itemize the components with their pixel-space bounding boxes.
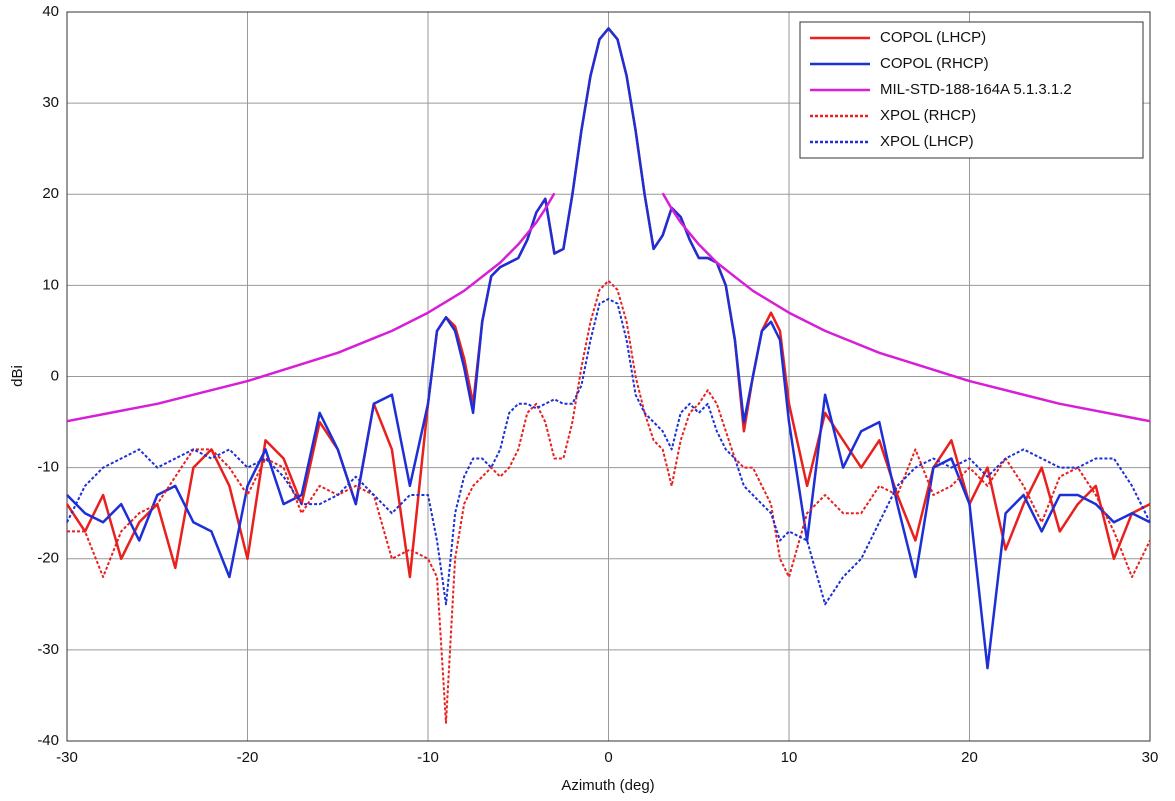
plot-frame [66,11,1151,742]
y-tick-label: -10 [37,459,59,476]
series-line [66,27,1151,670]
x-tick-label: -10 [417,749,439,766]
x-tick-label: -20 [237,749,259,766]
y-tick-label: -20 [37,550,59,567]
x-tick-label: 10 [781,749,798,766]
y-tick-label: -40 [37,732,59,749]
x-axis-label: Azimuth (deg) [561,777,654,794]
y-tick-label: 0 [51,367,59,384]
x-tick-label: 0 [604,749,612,766]
legend-label: COPOL (RHCP) [880,55,989,72]
legend-label: XPOL (RHCP) [880,107,976,124]
series-line [66,192,1151,423]
series-line [66,298,1151,606]
legend-label: MIL-STD-188-164A 5.1.3.1.2 [880,81,1072,98]
y-axis-label: dBi [9,365,26,387]
x-tick-label: -30 [56,749,78,766]
y-tick-label: 10 [42,276,59,293]
x-tick-label: 30 [1142,749,1159,766]
x-tick-label: 20 [961,749,978,766]
y-tick-label: 40 [42,3,59,20]
legend-label: COPOL (LHCP) [880,29,986,46]
y-tick-label: -30 [37,641,59,658]
series-line [67,279,1151,724]
y-tick-label: 20 [42,185,59,202]
y-tick-label: 30 [42,94,59,111]
legend-label: XPOL (LHCP) [880,133,974,150]
